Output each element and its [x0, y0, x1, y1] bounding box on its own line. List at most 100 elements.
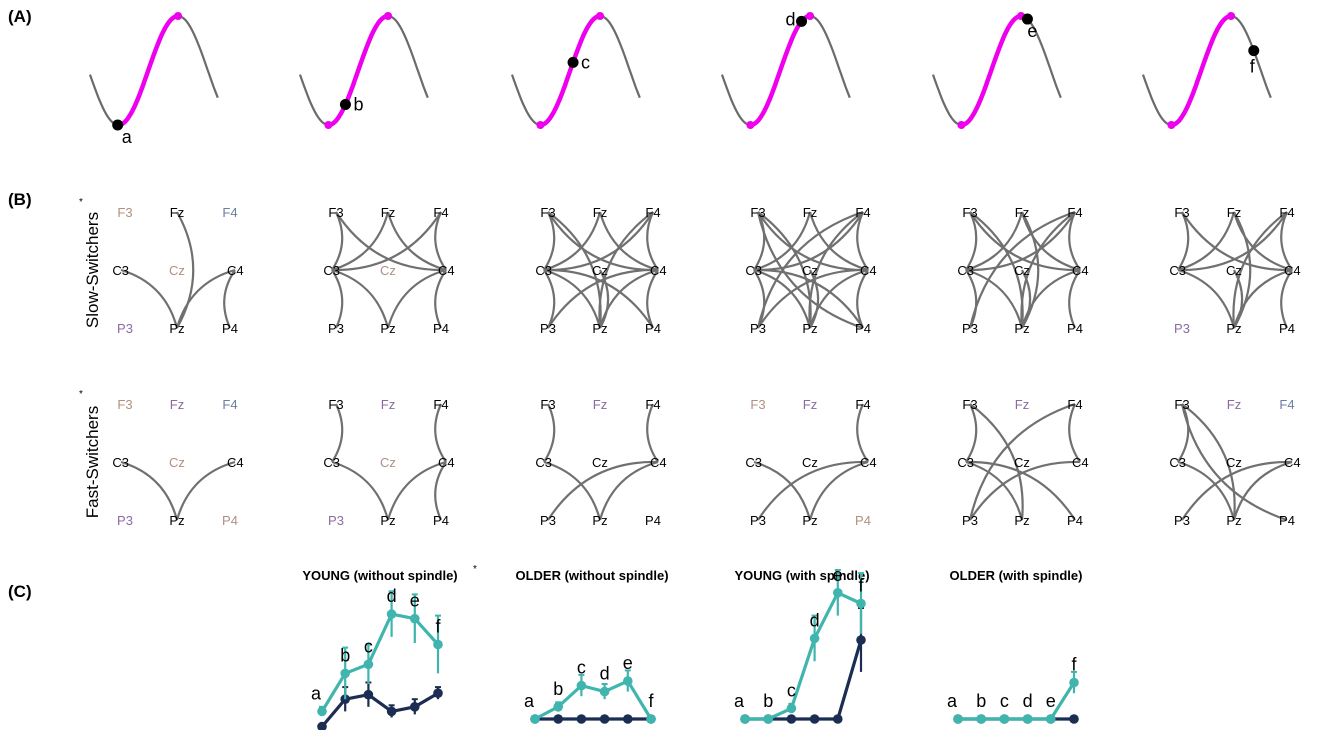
upstate-highlight [538, 13, 603, 128]
electrode-f3: F3 [328, 397, 343, 412]
connection-edge [176, 211, 195, 329]
point-label: c [577, 658, 586, 678]
data-point [623, 714, 633, 724]
electrode-cz: Cz [169, 455, 185, 470]
point-label: b [553, 679, 563, 699]
data-point [530, 714, 540, 724]
data-point [1069, 677, 1079, 688]
connection-edge [598, 460, 659, 521]
connection-edge [1020, 211, 1076, 329]
data-point [856, 635, 866, 645]
connection-edge [175, 460, 236, 521]
waveform-line [510, 14, 641, 127]
electrode-p4: P4 [855, 513, 871, 528]
electrode-pz: Pz [1226, 321, 1241, 336]
connection-edge [1280, 211, 1293, 271]
significance-star: * [79, 389, 83, 400]
connection-edge [1180, 403, 1288, 522]
electrode-fz: Fz [1015, 205, 1029, 220]
point-label: d [387, 586, 397, 606]
electrode-c4: C4 [1072, 455, 1089, 470]
connection-edge [965, 211, 978, 271]
row-label: Slow-Switchers [83, 212, 102, 328]
connection-edge [331, 460, 390, 521]
connection-edge [386, 268, 447, 329]
electrode-pz: Pz [592, 321, 607, 336]
data-point [386, 706, 397, 717]
connection-edge [965, 460, 1024, 521]
connection-edge [120, 460, 179, 521]
electrode-c4: C4 [438, 263, 455, 278]
connection-edge [753, 460, 812, 521]
chart-title: OLDER (without spindle) [515, 568, 668, 583]
data-point [410, 702, 420, 712]
point-label: a [311, 683, 322, 703]
connection-edge [543, 269, 556, 329]
electrode-f3: F3 [117, 205, 132, 220]
data-point [433, 688, 443, 698]
electrode-c3: C3 [745, 263, 762, 278]
phase-marker [796, 15, 808, 27]
electrode-cz: Cz [592, 455, 608, 470]
phase-label: b [353, 94, 363, 114]
phase-panel-f: f [1141, 12, 1272, 129]
data-point [410, 613, 420, 624]
electrode-c3: C3 [535, 263, 552, 278]
line-chart-1: OLDER (without spindle) abc def [515, 568, 669, 724]
data-point [976, 714, 986, 724]
electrode-f3: F3 [117, 397, 132, 412]
waveform-line [88, 14, 219, 127]
phase-panel-d: d [720, 9, 851, 129]
connection-edge [965, 211, 1076, 272]
connection-edge [646, 269, 659, 329]
data-point [363, 689, 374, 700]
electrode-cz: Cz [1226, 455, 1242, 470]
point-label: e [833, 565, 843, 585]
electrode-fz: Fz [1227, 205, 1241, 220]
electrode-pz: Pz [592, 513, 607, 528]
connection-edge [331, 211, 344, 271]
phase-panel-e: e [931, 12, 1062, 129]
connection-edge [808, 460, 869, 521]
phase-label: d [786, 9, 796, 29]
panel-label-b: (B) [8, 190, 32, 209]
point-label: d [600, 664, 610, 684]
trough-dot [746, 121, 755, 129]
network-row-1: Fast-Switchers* F3 Fz F4 C3 Cz C4 P3 Pz P4 F3 Fz F4 C… [79, 389, 1301, 528]
electrode-c4: C4 [1284, 263, 1301, 278]
connection-edge [1232, 211, 1288, 329]
electrode-p4: P4 [222, 513, 238, 528]
connection-edge [753, 211, 812, 272]
electrode-fz: Fz [170, 397, 184, 412]
phase-marker [567, 56, 579, 68]
connection-edge [1181, 460, 1293, 521]
electrode-f3: F3 [540, 205, 555, 220]
connection-edge [757, 268, 869, 329]
connection-edge [969, 211, 1081, 272]
electrode-c4: C4 [1284, 455, 1301, 470]
connection-edge [386, 460, 447, 521]
electrode-p4: P4 [433, 513, 449, 528]
point-label: a [947, 691, 958, 711]
connection-edge [965, 403, 978, 463]
older-series-line [320, 691, 439, 728]
phase-panel-c: c [510, 12, 641, 129]
data-point [576, 680, 587, 691]
electrode-fz: Fz [803, 205, 817, 220]
point-label: e [623, 653, 633, 673]
point-label: a [734, 691, 745, 711]
connection-edge [808, 211, 864, 329]
data-point [576, 714, 587, 724]
connection-edge [1021, 269, 1032, 329]
connection-edge [756, 211, 864, 330]
upstate-highlight [326, 13, 391, 128]
point-label: c [787, 680, 796, 700]
network-panel: F3 Fz F4 C3 Cz C4 P3 Pz P4 [957, 397, 1088, 528]
data-point [553, 714, 563, 724]
electrode-f4: F4 [222, 397, 237, 412]
connection-edge [856, 211, 869, 271]
connection-edge [598, 268, 659, 329]
connection-edge [1233, 211, 1252, 329]
peak-dot [806, 12, 815, 20]
